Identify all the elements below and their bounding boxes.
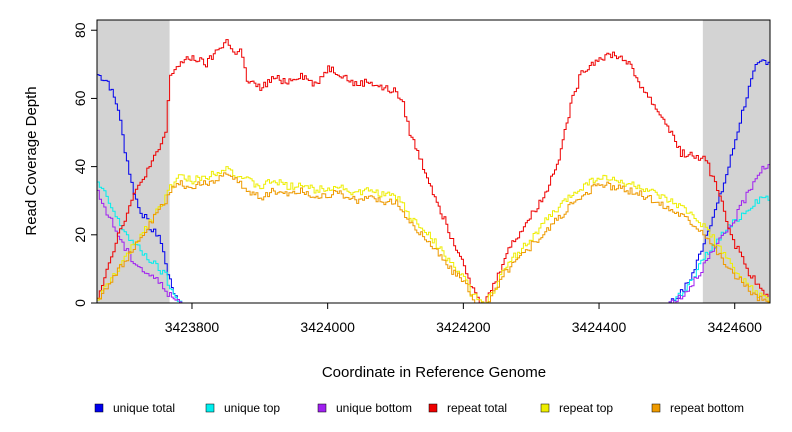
y-tick-label: 20 (72, 227, 88, 243)
legend-swatch-unique-top (205, 403, 215, 413)
y-tick-label: 60 (72, 90, 88, 106)
y-axis-title: Read Coverage Depth (23, 86, 40, 235)
x-tick-label: 3424200 (436, 319, 491, 335)
legend: unique total unique top unique bottom repea… (94, 401, 744, 415)
legend-label-unique-bottom: unique bottom (336, 401, 412, 415)
legend-swatch-repeat-bottom (651, 403, 661, 413)
shaded-region-left-flank (97, 20, 170, 303)
legend-swatch-unique-total (94, 403, 104, 413)
series-line-repeat-top (97, 166, 771, 304)
shaded-region-right-flank (702, 20, 770, 303)
legend-label-unique-total: unique total (113, 401, 175, 415)
legend-label-unique-top: unique top (224, 401, 280, 415)
x-tick-label: 3424000 (300, 319, 355, 335)
y-tick-label: 0 (72, 299, 88, 307)
legend-swatch-unique-bottom (317, 403, 327, 413)
x-tick-label: 3424400 (572, 319, 627, 335)
legend-label-repeat-total: repeat total (447, 401, 507, 415)
shaded-regions (97, 20, 770, 303)
series-lines (97, 39, 771, 304)
x-axis: 3423800 3424000 3424200 3424400 3424600 (165, 303, 762, 335)
legend-label-repeat-top: repeat top (559, 401, 613, 415)
x-tick-label: 3423800 (165, 319, 220, 335)
legend-label-repeat-bottom: repeat bottom (670, 401, 744, 415)
y-tick-label: 80 (72, 22, 88, 38)
legend-swatch-repeat-top (540, 403, 550, 413)
series-line-repeat-total (97, 39, 771, 304)
legend-swatch-repeat-total (428, 403, 438, 413)
x-axis-title: Coordinate in Reference Genome (322, 364, 546, 381)
y-tick-label: 40 (72, 159, 88, 175)
series-line-repeat-bottom (97, 172, 771, 304)
y-axis: 0 20 40 60 80 (72, 22, 97, 307)
x-tick-label: 3424600 (707, 319, 762, 335)
plot-frame (96, 19, 771, 304)
